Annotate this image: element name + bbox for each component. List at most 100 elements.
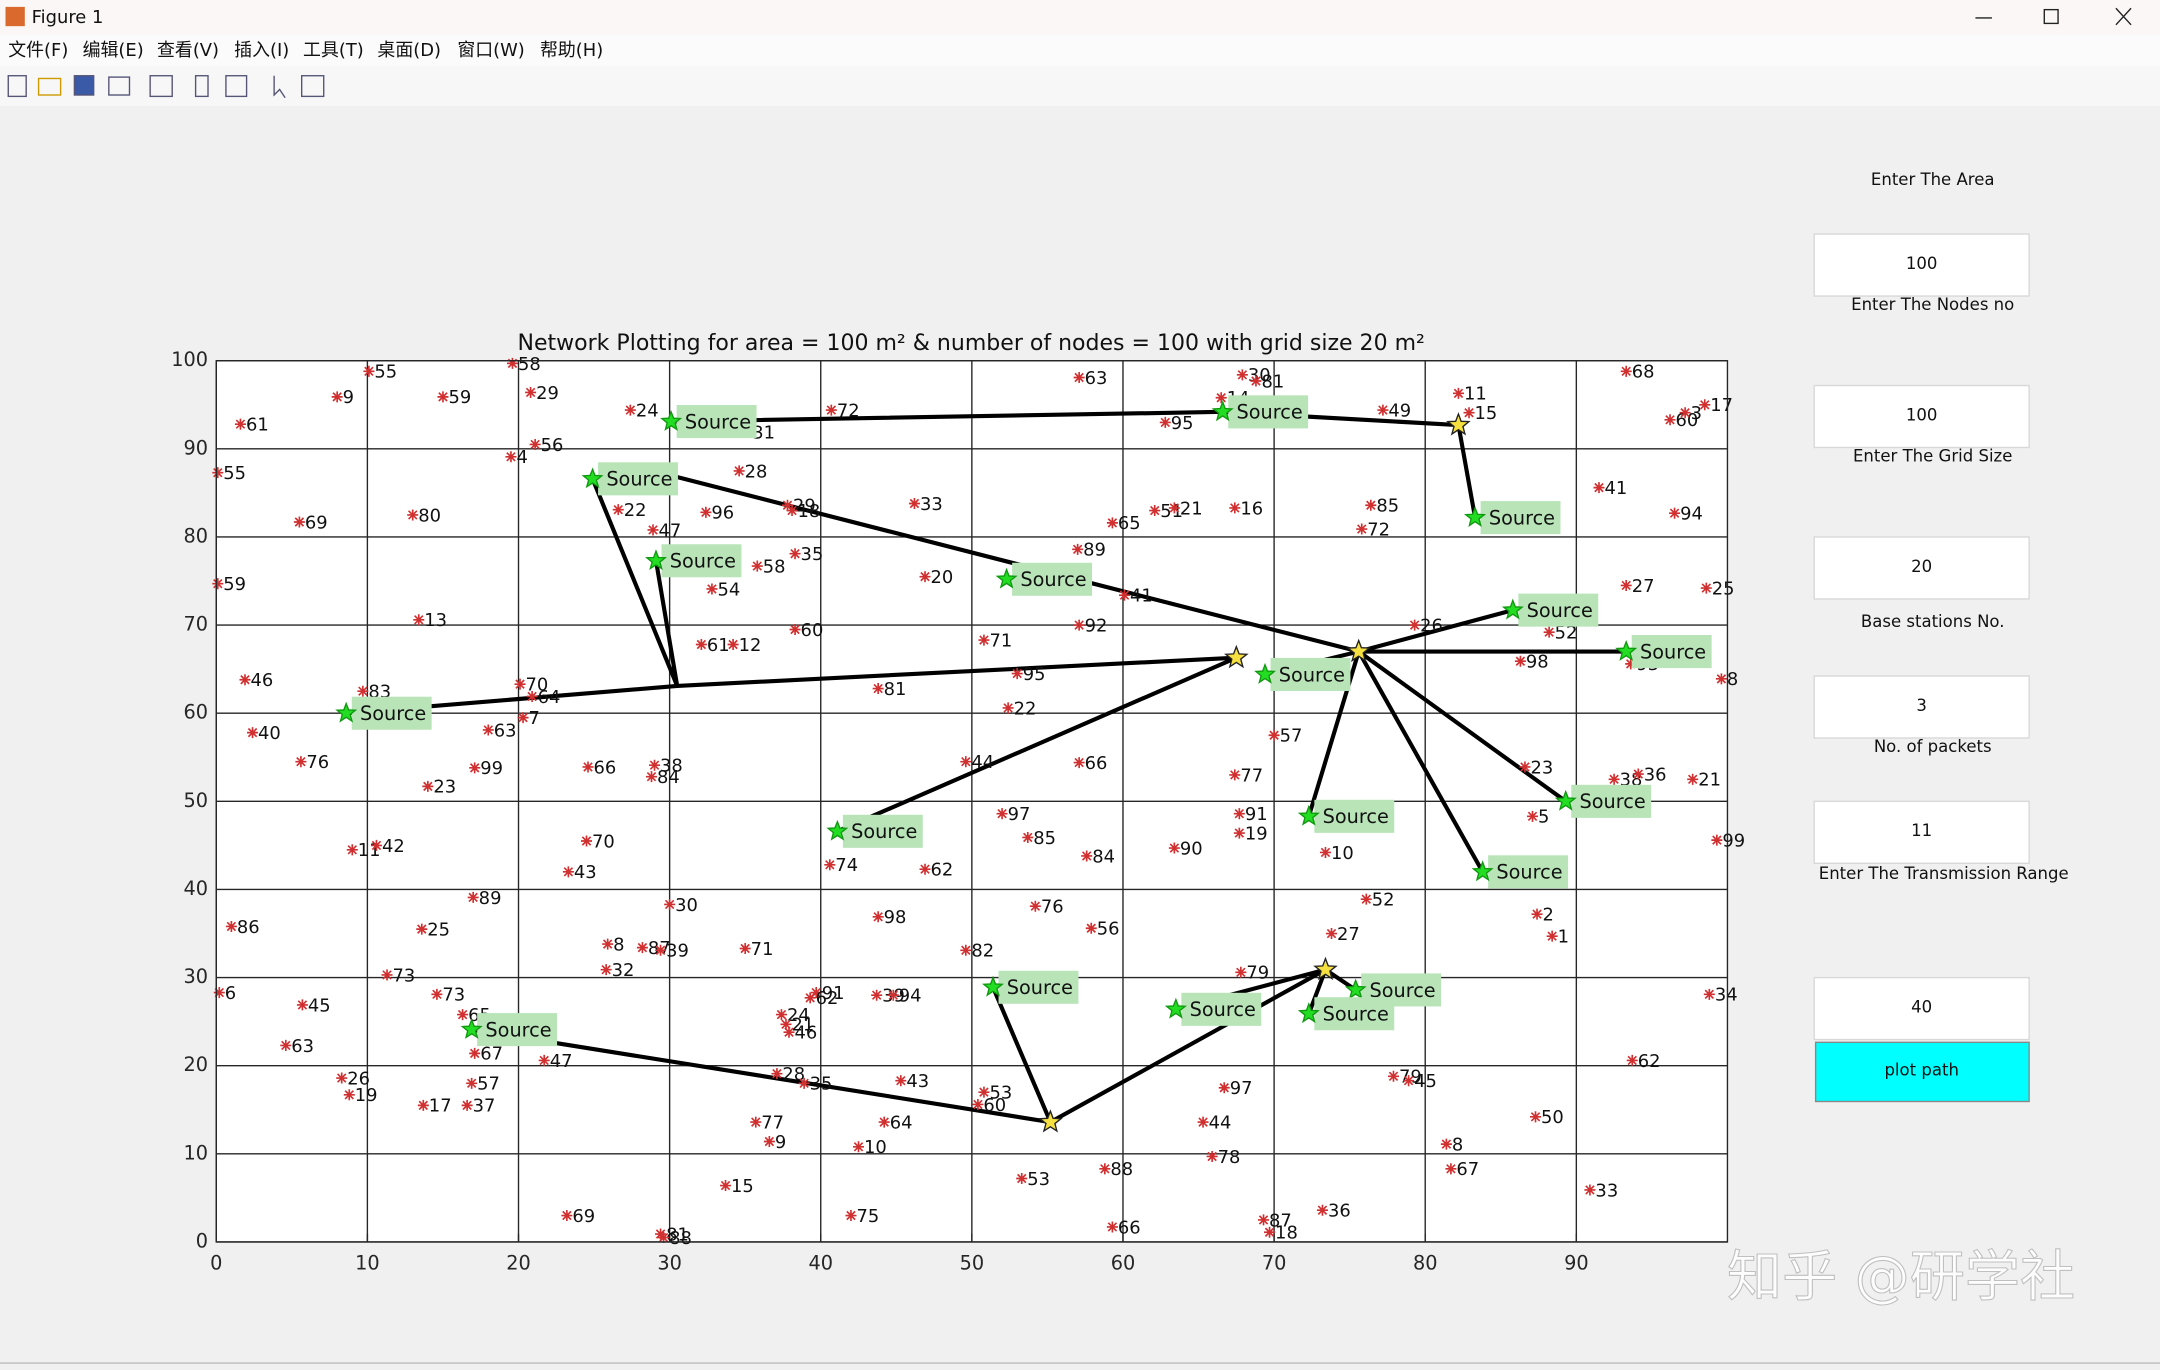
input-value: 20 [1911,557,1932,576]
node-label: 62 [816,988,839,1009]
link-icon[interactable] [149,75,173,98]
input-box[interactable] [1813,675,2030,739]
node-label: 66 [594,757,617,778]
node [1016,1172,1028,1185]
node-label: 49 [1388,400,1411,421]
source-label: Source [1640,640,1706,663]
node-label: 45 [308,995,331,1016]
property-icon[interactable] [300,75,325,98]
node [655,944,667,956]
node [1687,773,1699,785]
y-tick-label: 0 [196,1229,208,1252]
source [645,549,668,571]
y-tick-label: 10 [183,1141,208,1164]
source-label: Source [1489,506,1555,529]
node [647,524,659,536]
control-label: Enter The Area [1871,170,1995,189]
node [919,571,931,583]
menu-item[interactable]: 文件(F) [8,40,68,61]
chart-title: Network Plotting for area = 100 m² & num… [517,331,1424,356]
print-icon[interactable] [108,76,131,96]
save-icon[interactable] [73,75,95,96]
node [431,988,443,1000]
node [798,1077,810,1089]
node [775,1009,787,1021]
node-label: 88 [1110,1159,1133,1180]
node-label: 24 [787,1005,810,1026]
node-label: 33 [1595,1180,1618,1201]
input-value: 100 [1906,405,1938,424]
input-box[interactable] [1813,233,2030,297]
colorbar-icon[interactable] [194,75,209,98]
close-button[interactable] [2115,7,2132,26]
node-label: 78 [1218,1147,1241,1168]
input-value: 100 [1906,254,1938,273]
node [1403,1075,1415,1087]
input-box[interactable] [1813,384,2030,449]
node-label: 46 [250,670,273,691]
source-label-box [351,696,432,730]
legend-icon[interactable] [225,75,248,98]
x-tick-label: 80 [1413,1251,1438,1274]
source [1164,997,1187,1019]
source-label-box [598,462,678,496]
node-label: 97 [1008,804,1031,825]
menu-item[interactable]: 编辑(E) [83,40,144,61]
node-label: 47 [550,1051,573,1072]
source [581,467,604,489]
node-label: 85 [1033,828,1056,849]
node [239,674,251,686]
pointer-icon[interactable] [273,75,286,99]
source-label-box [1012,562,1093,596]
node [1073,757,1085,769]
node-label: 38 [660,756,683,777]
node [416,923,428,935]
node [1620,365,1632,377]
node-label: 22 [624,500,647,521]
toolbar-icons [7,75,325,99]
node [525,386,537,398]
menu-item[interactable]: 查看(V) [157,40,219,61]
node-label: 79 [1246,963,1269,984]
node [1073,619,1085,631]
node-label: 59 [448,387,471,408]
source-label-box [477,1013,558,1047]
node-label: 5 [1538,807,1549,828]
node-label: 41 [1130,586,1153,607]
node [1081,850,1093,862]
input-box[interactable] [1813,976,2030,1041]
node [1011,668,1023,680]
node-label: 76 [306,752,329,773]
menu-item[interactable]: 插入(I) [234,40,289,61]
menu-item[interactable]: 桌面(D) [377,40,441,61]
new-icon[interactable] [7,75,27,98]
node [658,1232,670,1244]
node [343,1089,355,1101]
node [1664,414,1676,426]
source-label: Source [1580,790,1646,813]
node [437,391,449,403]
node [212,578,224,590]
source [335,701,358,723]
node [357,685,369,697]
node [781,499,794,511]
menu-item[interactable]: 窗口(W) [457,40,524,61]
open-icon[interactable] [37,77,62,96]
maximize-button[interactable] [2043,8,2059,25]
x-tick-label: 70 [1262,1251,1287,1274]
node-label: 55 [374,362,397,383]
base-station [1038,1109,1063,1133]
input-box[interactable] [1813,536,2030,600]
node [727,638,739,650]
node-label: 10 [1331,843,1354,864]
menu-item[interactable]: 工具(T) [303,40,364,61]
node-label: 63 [291,1036,314,1057]
plot-path-button[interactable] [1814,1041,2030,1103]
node [919,863,931,875]
base-station [1346,638,1371,663]
menu-item[interactable]: 帮助(H) [540,40,603,61]
input-box[interactable] [1813,800,2030,864]
node-label: 21 [1180,498,1203,519]
node-label: 52 [1372,890,1395,911]
